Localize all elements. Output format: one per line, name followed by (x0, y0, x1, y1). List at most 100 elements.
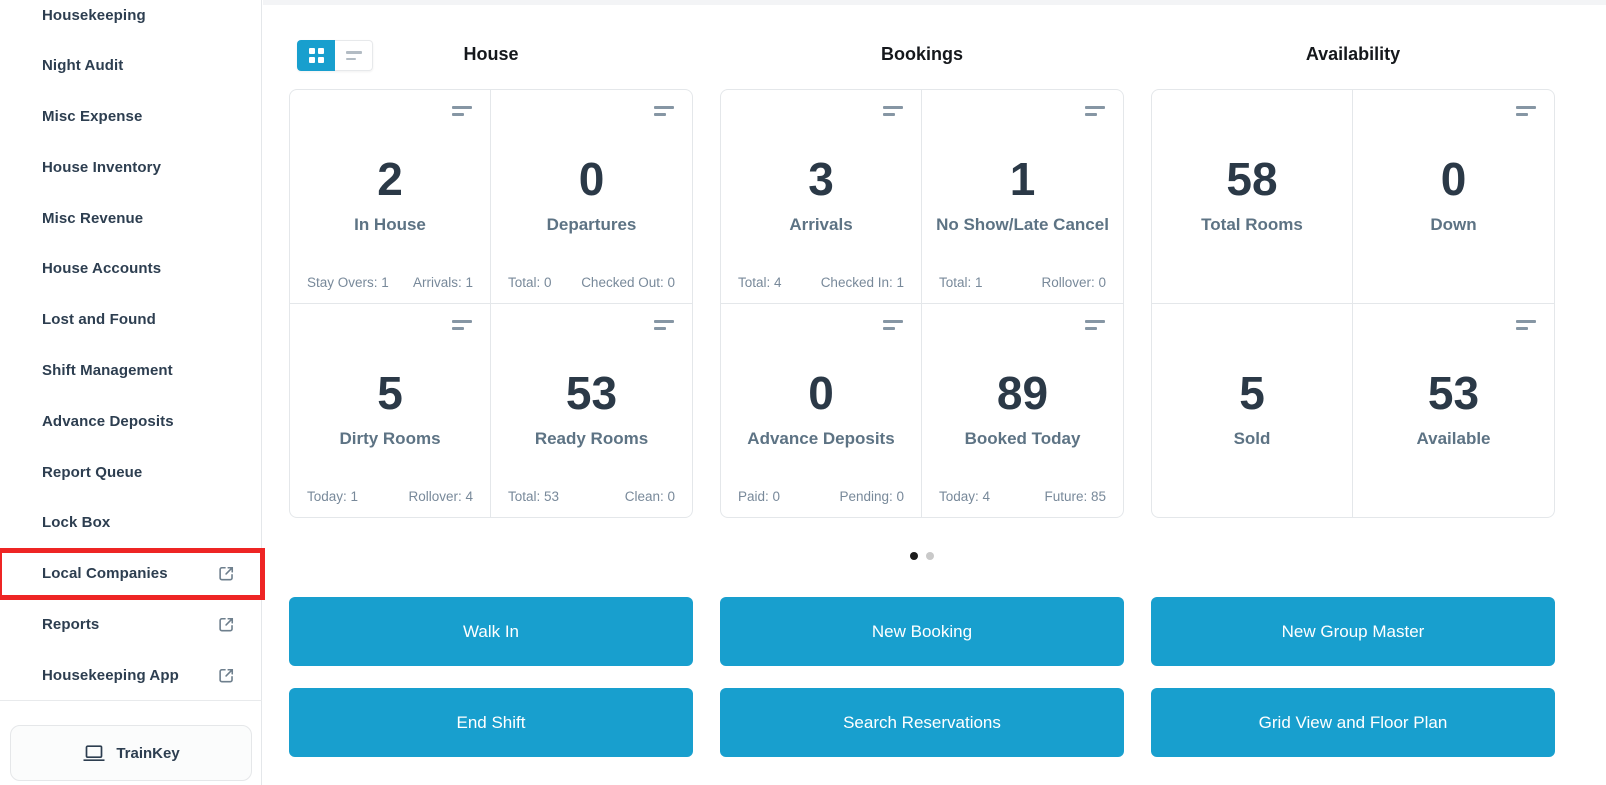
card-sold[interactable]: 5 Sold (1152, 303, 1353, 517)
trainkey-label: TrainKey (116, 744, 180, 762)
sidebar-item-house-inventory[interactable]: House Inventory (0, 142, 261, 193)
card-available[interactable]: 53 Available (1353, 304, 1554, 518)
card-value: 53 (1427, 366, 1480, 419)
card-group-availability: 58 Total Rooms 0 Down 5 Sold 53 Availabl… (1151, 89, 1555, 518)
section-title-availability: Availability (1305, 44, 1401, 64)
external-link-icon (218, 667, 235, 684)
sidebar-item-advance-deposits[interactable]: Advance Deposits (0, 396, 261, 447)
laptop-icon (82, 744, 106, 762)
sidebar-item-label: Night Audit (42, 57, 124, 75)
new-group-master-button[interactable]: New Group Master (1151, 597, 1555, 666)
sidebar-item-label: Lock Box (42, 514, 111, 532)
card-foot-left: Today: 1 (307, 489, 359, 504)
sidebar-item-label: House Accounts (42, 260, 162, 278)
card-value: 2 (377, 153, 403, 205)
view-toggle (297, 40, 373, 71)
card-in-house[interactable]: 2 In House Stay Overs: 1 Arrivals: 1 (290, 90, 491, 304)
section-title-house: House (463, 44, 519, 64)
card-value: 0 (578, 153, 605, 205)
filter-icon[interactable] (1516, 319, 1536, 330)
filter-icon[interactable] (654, 319, 674, 330)
card-value: 1 (1009, 153, 1036, 205)
sidebar-item-lost-and-found[interactable]: Lost and Found (0, 294, 261, 345)
sidebar-item-housekeeping-app[interactable]: Housekeeping App (0, 650, 261, 701)
top-strip (263, 0, 1606, 5)
grid-view-button[interactable] (297, 40, 335, 71)
card-value: 53 (565, 366, 618, 419)
card-footer: Today: 4 Future: 85 (939, 489, 1106, 504)
card-label: No Show/Late Cancel (936, 215, 1109, 234)
grid-view-floor-plan-button[interactable]: Grid View and Floor Plan (1151, 688, 1555, 757)
carousel-dot-active[interactable] (910, 552, 918, 560)
card-ready-rooms[interactable]: 53 Ready Rooms Total: 53 Clean: 0 (491, 304, 692, 518)
filter-icon[interactable] (452, 319, 472, 330)
card-down[interactable]: 0 Down (1353, 90, 1554, 304)
trainkey-button[interactable]: TrainKey (10, 725, 252, 781)
sidebar-item-night-audit[interactable]: Night Audit (0, 40, 261, 91)
filter-icon[interactable] (654, 106, 674, 116)
sidebar-item-label: Local Companies (42, 565, 168, 583)
filter-icon[interactable] (1085, 106, 1105, 116)
card-advance-deposits[interactable]: 0 Advance Deposits Paid: 0 Pending: 0 (721, 303, 922, 517)
card-departures[interactable]: 0 Departures Total: 0 Checked Out: 0 (491, 90, 692, 304)
carousel-dots (720, 552, 1124, 560)
card-foot-right: Rollover: 0 (1041, 274, 1106, 290)
external-link-icon (218, 616, 235, 633)
card-foot-right: Pending: 0 (839, 489, 904, 504)
card-no-show-late-cancel[interactable]: 1 No Show/Late Cancel Total: 1 Rollover:… (922, 90, 1123, 304)
sidebar-item-housekeeping[interactable]: Housekeeping (0, 0, 261, 40)
card-group-house: 2 In House Stay Overs: 1 Arrivals: 1 0 D… (289, 89, 693, 518)
sidebar-item-local-companies[interactable]: Local Companies (0, 548, 261, 599)
card-value: 0 (808, 366, 834, 419)
list-view-button[interactable] (335, 40, 373, 71)
card-foot-left: Total: 0 (508, 274, 552, 290)
filter-icon[interactable] (1516, 106, 1536, 116)
card-total-rooms[interactable]: 58 Total Rooms (1152, 90, 1353, 304)
sidebar-item-misc-expense[interactable]: Misc Expense (0, 91, 261, 142)
sidebar-item-label: Reports (42, 616, 100, 634)
card-value: 0 (1440, 153, 1467, 205)
sidebar-divider (0, 700, 262, 701)
sidebar-item-report-queue[interactable]: Report Queue (0, 447, 261, 498)
sidebar-item-label: Advance Deposits (42, 412, 174, 430)
sidebar-item-label: House Inventory (42, 158, 162, 176)
sidebar-item-shift-management[interactable]: Shift Management (0, 345, 261, 396)
card-foot-right: Clean: 0 (624, 489, 675, 504)
card-label: In House (354, 215, 426, 234)
sidebar-item-house-accounts[interactable]: House Accounts (0, 244, 261, 295)
carousel-dot[interactable] (926, 552, 934, 560)
card-booked-today[interactable]: 89 Booked Today Today: 4 Future: 85 (922, 304, 1123, 518)
sidebar-item-lock-box[interactable]: Lock Box (0, 498, 261, 549)
card-foot-left: Total: 1 (939, 274, 983, 290)
filter-icon[interactable] (883, 106, 903, 116)
sidebar-item-reports[interactable]: Reports (0, 599, 261, 650)
card-value: 89 (996, 366, 1049, 419)
search-reservations-button[interactable]: Search Reservations (720, 688, 1124, 757)
card-label: Ready Rooms (534, 428, 649, 448)
filter-icon[interactable] (1085, 319, 1105, 330)
sidebar-item-label: Misc Expense (42, 108, 143, 126)
card-label: Down (1430, 215, 1477, 234)
walk-in-button[interactable]: Walk In (289, 597, 693, 666)
sidebar-item-label: Shift Management (42, 362, 173, 380)
card-label: Total Rooms (1201, 215, 1303, 234)
card-foot-right: Rollover: 4 (408, 489, 473, 504)
sidebar-item-label: Housekeeping (42, 6, 146, 24)
card-footer: Total: 1 Rollover: 0 (939, 275, 1106, 290)
card-arrivals[interactable]: 3 Arrivals Total: 4 Checked In: 1 (721, 90, 922, 304)
card-value: 5 (377, 366, 403, 419)
filter-icon[interactable] (452, 106, 472, 116)
sidebar: Housekeeping Night Audit Misc Expense Ho… (0, 0, 265, 785)
card-value: 5 (1239, 366, 1265, 419)
new-booking-button[interactable]: New Booking (720, 597, 1124, 666)
card-foot-right: Arrivals: 1 (412, 274, 473, 290)
card-footer: Total: 53 Clean: 0 (508, 489, 675, 504)
card-dirty-rooms[interactable]: 5 Dirty Rooms Today: 1 Rollover: 4 (290, 303, 491, 517)
sidebar-item-misc-revenue[interactable]: Misc Revenue (0, 193, 261, 244)
card-foot-left: Paid: 0 (738, 489, 781, 504)
filter-icon[interactable] (883, 319, 903, 330)
list-view-icon (345, 51, 362, 60)
card-foot-left: Today: 4 (939, 489, 991, 504)
end-shift-button[interactable]: End Shift (289, 688, 693, 757)
sidebar-item-label: Report Queue (42, 463, 143, 481)
